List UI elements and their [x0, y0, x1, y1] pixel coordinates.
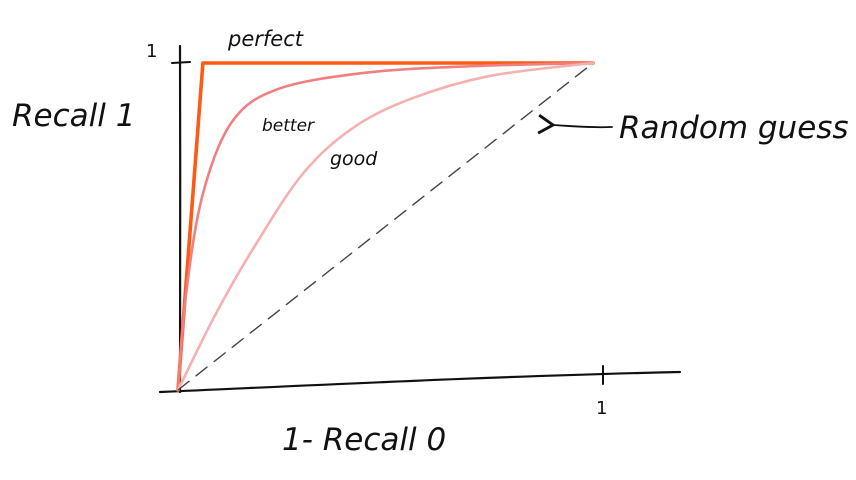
- x-axis-line: [158, 370, 682, 394]
- roc-curves: [176, 61, 595, 392]
- better-label: better: [262, 116, 315, 136]
- x-tick-label: 1: [596, 398, 607, 419]
- axes: [158, 44, 682, 394]
- random-guess-arrow: [537, 113, 613, 135]
- curve-random-guess: [177, 62, 594, 391]
- y-tick-label: 1: [146, 41, 157, 62]
- x-axis-label: 1- Recall 0: [282, 422, 446, 458]
- random-guess-label: Random guess: [619, 110, 849, 146]
- y-axis-tick: [171, 61, 191, 64]
- curve-good: [176, 61, 595, 392]
- good-label: good: [330, 148, 378, 170]
- perfect-label: perfect: [227, 27, 304, 51]
- y-axis-label: Recall 1: [12, 98, 135, 134]
- curve-better: [176, 61, 595, 392]
